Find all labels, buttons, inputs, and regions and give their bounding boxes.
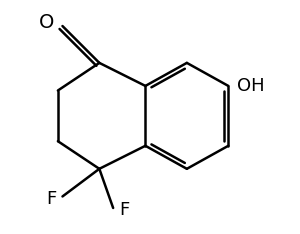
Text: F: F bbox=[46, 190, 56, 208]
Text: F: F bbox=[120, 201, 130, 219]
Text: OH: OH bbox=[237, 77, 264, 95]
Text: O: O bbox=[39, 13, 54, 32]
